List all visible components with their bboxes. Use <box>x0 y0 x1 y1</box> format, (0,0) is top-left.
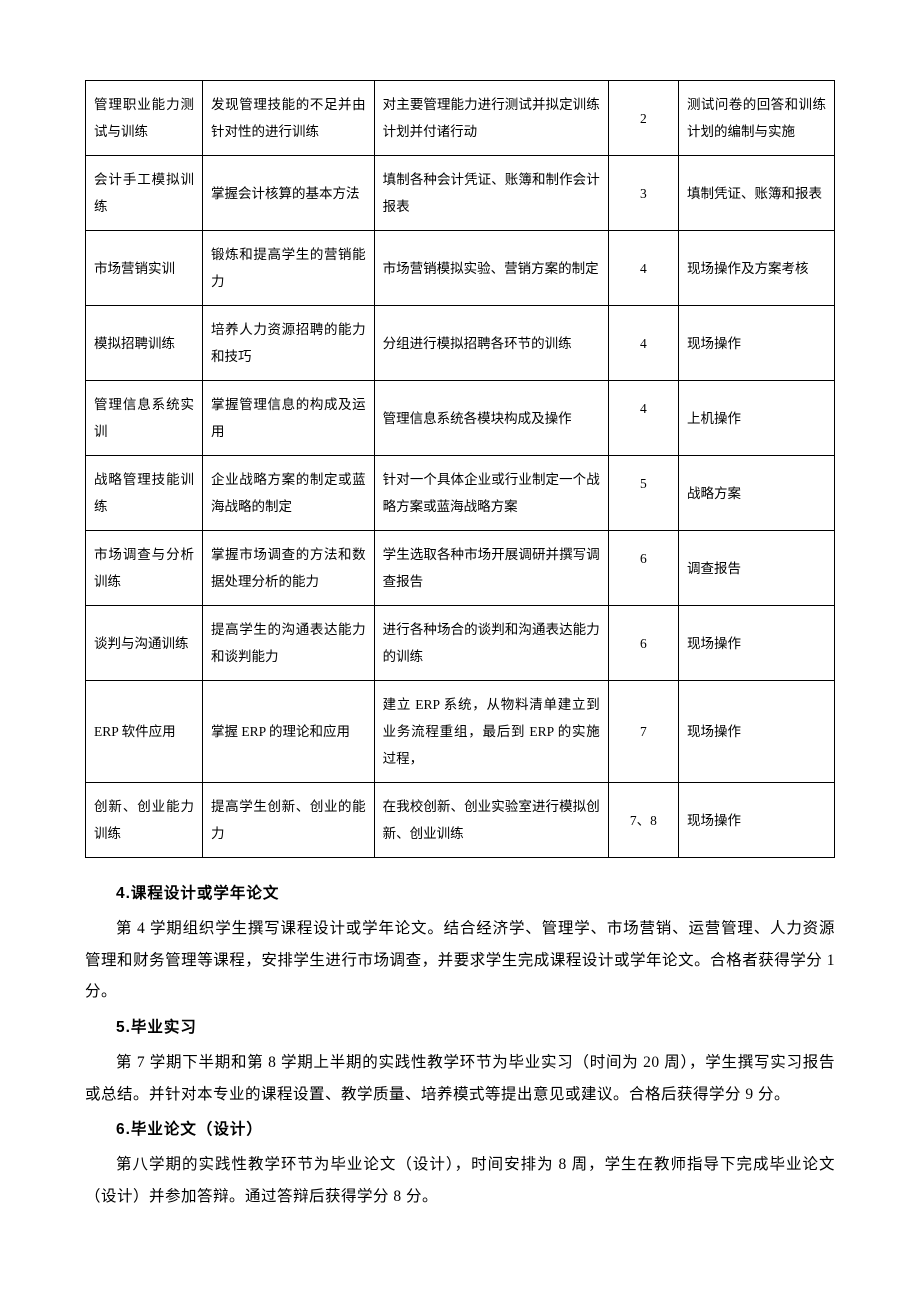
cell-content: 对主要管理能力进行测试并拟定训练计划并付诸行动 <box>374 81 608 156</box>
table-row: 管理信息系统实训掌握管理信息的构成及运用管理信息系统各模块构成及操作4上机操作 <box>86 381 835 456</box>
cell-assessment: 现场操作 <box>678 306 834 381</box>
cell-objective: 发现管理技能的不足并由针对性的进行训练 <box>203 81 375 156</box>
table-row: ERP 软件应用掌握 ERP 的理论和应用建立 ERP 系统，从物料清单建立到业… <box>86 681 835 783</box>
section-4-body: 第 4 学期组织学生撰写课程设计或学年论文。结合经济学、管理学、市场营销、运营管… <box>85 913 835 1008</box>
cell-content: 填制各种会计凭证、账簿和制作会计报表 <box>374 156 608 231</box>
cell-name: 市场营销实训 <box>86 231 203 306</box>
cell-name: 谈判与沟通训练 <box>86 606 203 681</box>
cell-name: 创新、创业能力训练 <box>86 783 203 858</box>
cell-objective: 培养人力资源招聘的能力和技巧 <box>203 306 375 381</box>
cell-assessment: 填制凭证、账簿和报表 <box>678 156 834 231</box>
cell-objective: 企业战略方案的制定或蓝海战略的制定 <box>203 456 375 531</box>
cell-number: 2 <box>608 81 678 156</box>
cell-assessment: 调查报告 <box>678 531 834 606</box>
cell-number: 6 <box>608 531 678 606</box>
cell-name: 管理职业能力测试与训练 <box>86 81 203 156</box>
table-row: 市场调查与分析训练掌握市场调查的方法和数据处理分析的能力学生选取各种市场开展调研… <box>86 531 835 606</box>
cell-assessment: 战略方案 <box>678 456 834 531</box>
section-6-heading: 6.毕业论文（设计） <box>85 1118 835 1143</box>
section-4-heading: 4.课程设计或学年论文 <box>85 882 835 907</box>
cell-number: 7、8 <box>608 783 678 858</box>
cell-number: 3 <box>608 156 678 231</box>
cell-assessment: 现场操作 <box>678 606 834 681</box>
cell-content: 分组进行模拟招聘各环节的训练 <box>374 306 608 381</box>
cell-number: 6 <box>608 606 678 681</box>
cell-objective: 掌握会计核算的基本方法 <box>203 156 375 231</box>
table-row: 谈判与沟通训练提高学生的沟通表达能力和谈判能力进行各种场合的谈判和沟通表达能力的… <box>86 606 835 681</box>
table-row: 创新、创业能力训练提高学生创新、创业的能力在我校创新、创业实验室进行模拟创新、创… <box>86 783 835 858</box>
cell-objective: 提高学生创新、创业的能力 <box>203 783 375 858</box>
cell-assessment: 测试问卷的回答和训练计划的编制与实施 <box>678 81 834 156</box>
cell-content: 针对一个具体企业或行业制定一个战略方案或蓝海战略方案 <box>374 456 608 531</box>
section-6-body: 第八学期的实践性教学环节为毕业论文（设计），时间安排为 8 周，学生在教师指导下… <box>85 1149 835 1213</box>
cell-number: 7 <box>608 681 678 783</box>
cell-number: 4 <box>608 231 678 306</box>
cell-content: 进行各种场合的谈判和沟通表达能力的训练 <box>374 606 608 681</box>
cell-content: 市场营销模拟实验、营销方案的制定 <box>374 231 608 306</box>
cell-objective: 掌握市场调查的方法和数据处理分析的能力 <box>203 531 375 606</box>
cell-content: 在我校创新、创业实验室进行模拟创新、创业训练 <box>374 783 608 858</box>
training-table: 管理职业能力测试与训练发现管理技能的不足并由针对性的进行训练对主要管理能力进行测… <box>85 80 835 858</box>
cell-assessment: 现场操作及方案考核 <box>678 231 834 306</box>
cell-objective: 锻炼和提高学生的营销能力 <box>203 231 375 306</box>
section-5-heading: 5.毕业实习 <box>85 1016 835 1041</box>
cell-assessment: 现场操作 <box>678 681 834 783</box>
cell-objective: 掌握 ERP 的理论和应用 <box>203 681 375 783</box>
cell-content: 建立 ERP 系统，从物料清单建立到业务流程重组，最后到 ERP 的实施过程， <box>374 681 608 783</box>
cell-content: 学生选取各种市场开展调研并撰写调查报告 <box>374 531 608 606</box>
section-5-body: 第 7 学期下半期和第 8 学期上半期的实践性教学环节为毕业实习（时间为 20 … <box>85 1047 835 1111</box>
cell-name: 会计手工模拟训练 <box>86 156 203 231</box>
cell-name: 模拟招聘训练 <box>86 306 203 381</box>
table-row: 市场营销实训锻炼和提高学生的营销能力市场营销模拟实验、营销方案的制定4现场操作及… <box>86 231 835 306</box>
cell-objective: 提高学生的沟通表达能力和谈判能力 <box>203 606 375 681</box>
cell-assessment: 现场操作 <box>678 783 834 858</box>
cell-objective: 掌握管理信息的构成及运用 <box>203 381 375 456</box>
cell-number: 4 <box>608 306 678 381</box>
cell-name: 管理信息系统实训 <box>86 381 203 456</box>
cell-number: 5 <box>608 456 678 531</box>
table-row: 管理职业能力测试与训练发现管理技能的不足并由针对性的进行训练对主要管理能力进行测… <box>86 81 835 156</box>
cell-name: ERP 软件应用 <box>86 681 203 783</box>
cell-name: 战略管理技能训练 <box>86 456 203 531</box>
cell-number: 4 <box>608 381 678 456</box>
cell-content: 管理信息系统各模块构成及操作 <box>374 381 608 456</box>
table-row: 会计手工模拟训练掌握会计核算的基本方法填制各种会计凭证、账簿和制作会计报表3填制… <box>86 156 835 231</box>
table-row: 战略管理技能训练企业战略方案的制定或蓝海战略的制定针对一个具体企业或行业制定一个… <box>86 456 835 531</box>
cell-assessment: 上机操作 <box>678 381 834 456</box>
cell-name: 市场调查与分析训练 <box>86 531 203 606</box>
table-row: 模拟招聘训练培养人力资源招聘的能力和技巧分组进行模拟招聘各环节的训练4现场操作 <box>86 306 835 381</box>
